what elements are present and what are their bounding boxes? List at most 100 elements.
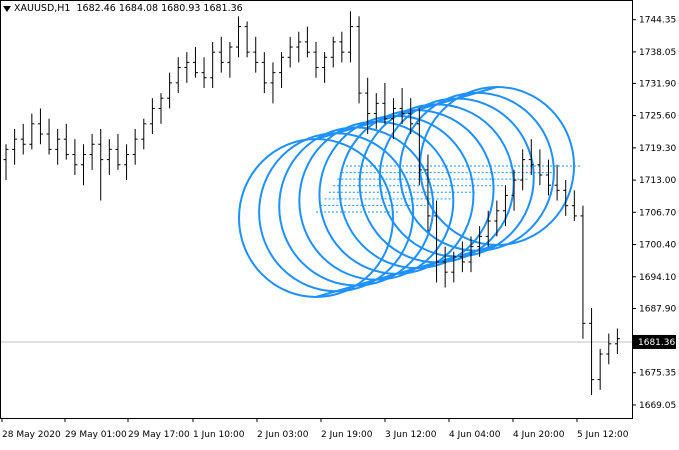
candle <box>244 21 250 58</box>
candle <box>184 52 190 83</box>
y-tick-label: 1687.90 <box>639 305 676 315</box>
y-tick-label: 1669.05 <box>639 401 676 411</box>
candle <box>339 31 345 63</box>
candle <box>37 108 43 145</box>
candle <box>106 139 112 175</box>
y-tick-label: 1738.05 <box>639 48 676 58</box>
candle <box>81 144 86 186</box>
candle <box>29 113 35 150</box>
candle <box>391 98 396 140</box>
x-tick-label: 2 Jun 03:00 <box>257 430 309 440</box>
candle <box>279 52 285 88</box>
x-tick-label: 1 Jun 10:00 <box>193 430 245 440</box>
candle <box>571 190 577 222</box>
candle <box>124 144 130 181</box>
candle <box>287 36 293 68</box>
ohlc-values: 1682.46 1684.08 1680.93 1681.36 <box>76 3 243 14</box>
candle <box>227 41 233 78</box>
candle <box>356 16 362 104</box>
candle <box>210 41 216 88</box>
candle <box>313 41 319 78</box>
candle <box>98 128 104 201</box>
candle <box>149 98 155 135</box>
candle <box>72 139 78 175</box>
candle <box>425 154 431 232</box>
candle <box>408 98 414 135</box>
x-tick-label: 4 Jun 20:00 <box>513 430 565 440</box>
candle <box>330 36 336 68</box>
candle <box>416 108 422 186</box>
candle <box>520 149 526 191</box>
y-tick-label: 1706.70 <box>639 208 676 218</box>
candle <box>589 307 595 395</box>
candle <box>158 93 164 124</box>
candle <box>218 36 224 73</box>
dropdown-triangle-icon[interactable] <box>3 5 11 12</box>
symbol-label: XAUUSD,H1 <box>14 3 71 14</box>
candle <box>373 93 379 129</box>
candle <box>459 241 465 273</box>
candle <box>442 246 448 288</box>
candle <box>434 200 440 283</box>
candle <box>468 236 474 273</box>
y-tick-label: 1675.35 <box>639 369 676 379</box>
y-tick-label: 1700.40 <box>639 241 676 251</box>
candle <box>606 333 612 365</box>
current-price-label: 1681.36 <box>638 338 675 348</box>
candle <box>46 118 52 155</box>
candle <box>115 134 121 170</box>
candle <box>537 149 543 186</box>
candle <box>192 47 198 78</box>
x-tick-label: 28 May 2020 <box>2 430 61 440</box>
candle <box>502 185 508 227</box>
x-tick-label: 3 Jun 12:00 <box>385 430 437 440</box>
candle <box>304 26 310 58</box>
candle <box>322 52 328 83</box>
candle <box>201 57 207 88</box>
candle <box>451 251 457 283</box>
ellipse-envelope-bottom <box>315 244 498 298</box>
candle <box>141 118 147 150</box>
x-tick-label: 29 May 01:00 <box>65 430 127 440</box>
candle <box>175 57 181 94</box>
candle <box>261 52 267 94</box>
candle <box>3 144 9 181</box>
candle <box>597 348 603 390</box>
candle <box>485 210 491 247</box>
candle <box>494 200 500 237</box>
candle <box>563 180 569 216</box>
ellipse-envelope-top <box>315 86 498 140</box>
y-tick-label: 1731.90 <box>639 79 676 89</box>
candle <box>347 11 353 63</box>
candle <box>477 226 483 257</box>
candle <box>236 16 241 58</box>
candle <box>253 36 259 73</box>
candle <box>365 77 371 135</box>
y-tick-label: 1744.35 <box>639 16 676 26</box>
candle <box>89 134 95 170</box>
candle <box>20 123 26 155</box>
y-tick-label: 1713.00 <box>639 176 676 186</box>
candle <box>12 128 18 165</box>
x-tick-label: 29 May 17:00 <box>128 430 190 440</box>
x-tick-label: 2 Jun 19:00 <box>321 430 373 440</box>
y-tick-label: 1694.10 <box>639 273 676 283</box>
candle <box>554 164 560 201</box>
y-tick-label: 1719.30 <box>639 144 676 154</box>
candle <box>382 82 388 124</box>
candle <box>546 159 551 196</box>
candle <box>399 87 405 124</box>
x-tick-label: 4 Jun 04:00 <box>449 430 501 440</box>
candle <box>55 128 61 165</box>
chart-header: XAUUSD,H1 1682.46 1684.08 1680.93 1681.3… <box>3 3 243 14</box>
candle <box>270 62 276 104</box>
candle <box>580 205 586 339</box>
current-price-tag <box>632 334 676 349</box>
candle <box>167 72 173 109</box>
candle <box>63 123 69 160</box>
candle <box>528 139 534 175</box>
candle <box>511 169 517 211</box>
y-tick-label: 1725.60 <box>639 112 676 122</box>
